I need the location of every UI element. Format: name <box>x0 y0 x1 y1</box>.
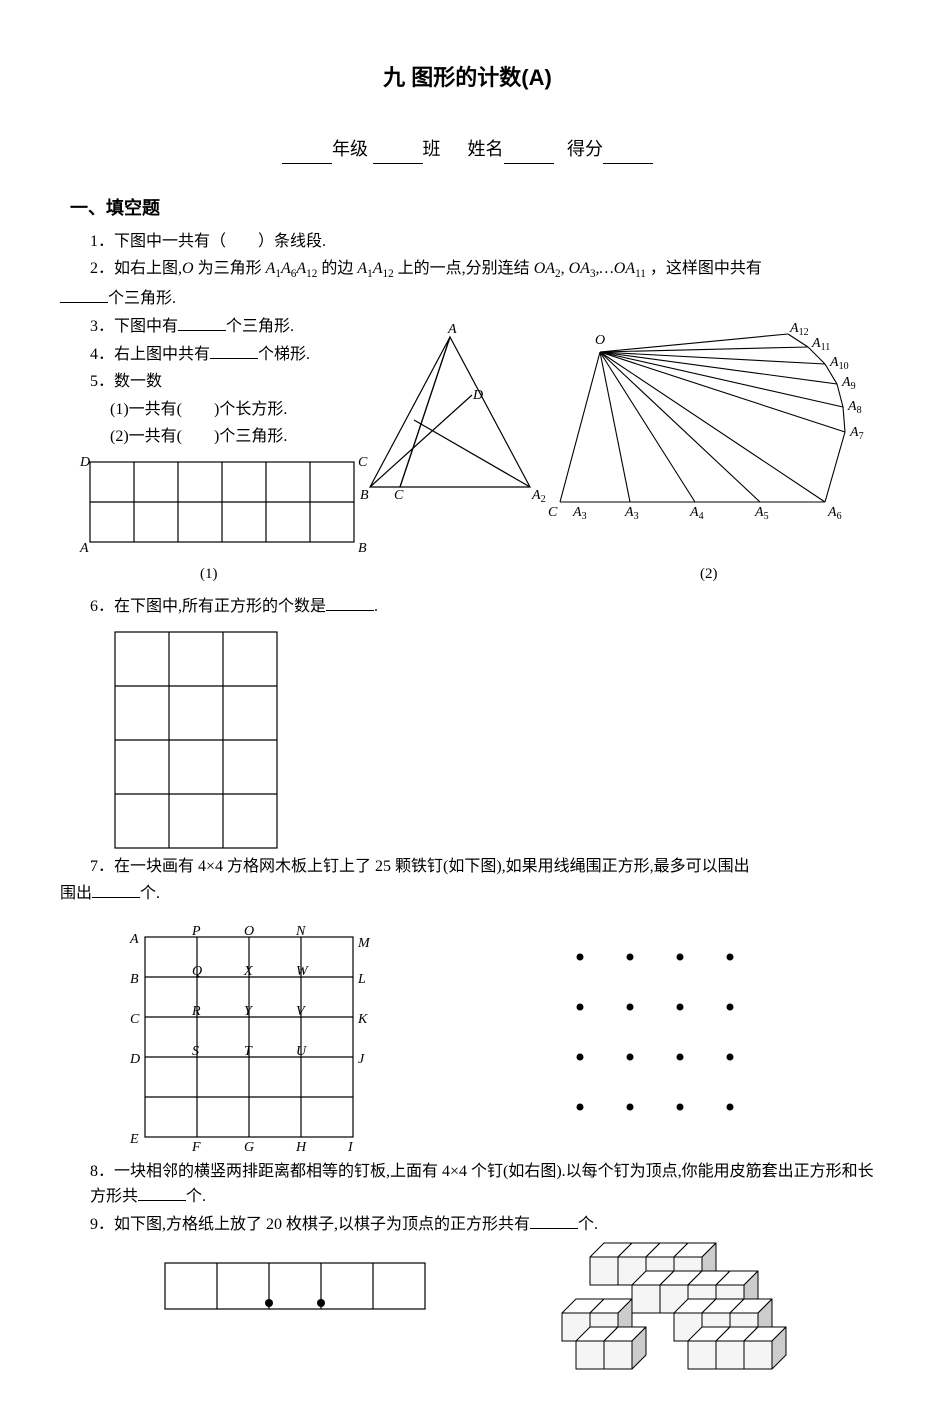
label-score: 得分 <box>567 139 603 159</box>
q6: 6．在下图中,所有正方形的个数是. <box>90 594 875 620</box>
svg-text:P: P <box>191 924 201 939</box>
q7-b: 个. <box>140 885 160 902</box>
fig-grid-3x4 <box>110 627 290 857</box>
q7: 7．在一块画有 4×4 方格网木板上钉上了 25 颗铁钉(如下图),如果用线绳围… <box>90 854 875 880</box>
svg-text:F: F <box>191 1140 201 1155</box>
svg-text:A4: A4 <box>689 505 704 522</box>
svg-text:B: B <box>358 541 367 556</box>
svg-text:A12: A12 <box>789 321 809 338</box>
q4-b: 个梯形. <box>258 346 310 363</box>
q2-c: 的边 <box>321 260 353 277</box>
q2-f: 个三角形. <box>108 290 176 307</box>
q3-blank[interactable] <box>178 315 226 331</box>
svg-text:D: D <box>79 455 90 470</box>
q2-b: 为三角形 <box>198 260 262 277</box>
q8-b: 个. <box>186 1188 206 1205</box>
svg-text:X: X <box>243 964 253 979</box>
svg-text:T: T <box>244 1044 253 1059</box>
q2-blank[interactable] <box>60 287 108 303</box>
svg-text:G: G <box>244 1140 254 1155</box>
q9-a: 9．如下图,方格纸上放了 20 枚棋子,以棋子为顶点的正方形共有 <box>90 1216 530 1233</box>
svg-text:A: A <box>79 541 89 556</box>
svg-text:A7: A7 <box>849 425 864 442</box>
svg-text:D: D <box>472 388 483 403</box>
q6-a: 6．在下图中,所有正方形的个数是 <box>90 598 326 615</box>
blank-class[interactable] <box>373 142 423 164</box>
blank-grade[interactable] <box>282 142 332 164</box>
svg-text:R: R <box>191 1004 201 1019</box>
svg-text:A3: A3 <box>624 505 639 522</box>
svg-text:A10: A10 <box>829 355 849 372</box>
q2: 2．如右上图,O 为三角形 A1A6A12 的边 A1A12 上的一点,分别连结… <box>90 256 875 284</box>
svg-text:A6: A6 <box>827 505 842 522</box>
q8-blank[interactable] <box>138 1185 186 1201</box>
label-class: 班 <box>423 139 441 159</box>
caption-2: (2) <box>700 562 718 586</box>
q2-e: ，这样图中共有 <box>650 260 762 277</box>
svg-text:Q: Q <box>192 964 202 979</box>
blank-score[interactable] <box>603 142 653 164</box>
section-1-head: 一、填空题 <box>70 194 875 223</box>
svg-text:H: H <box>295 1140 307 1155</box>
q6-blank[interactable] <box>326 595 374 611</box>
blank-name[interactable] <box>504 142 554 164</box>
header-line: 年级 班 姓名 得分 <box>60 135 875 164</box>
svg-text:K: K <box>357 1012 368 1027</box>
svg-text:A11: A11 <box>811 336 830 353</box>
svg-text:O: O <box>595 333 605 348</box>
q3-a: 3．下图中有 <box>90 318 178 335</box>
page-title: 九 图形的计数(A) <box>60 60 875 95</box>
svg-text:V: V <box>296 1004 306 1019</box>
fig-strip <box>160 1258 440 1328</box>
svg-text:I: I <box>347 1140 354 1155</box>
svg-text:J: J <box>358 1052 365 1067</box>
svg-text:C: C <box>130 1012 140 1027</box>
svg-text:A3: A3 <box>572 505 587 522</box>
q8-a: 8．一块相邻的横竖两排距离都相等的钉板,上面有 4×4 个钉(如右图).以每个钉… <box>90 1163 874 1206</box>
fig-fan: O C A3 A3 A4 A5 A6 A7 A8 A9 A10 A11 A12 <box>540 322 900 532</box>
q3-b: 个三角形. <box>226 318 294 335</box>
fig-cubes <box>530 1223 850 1403</box>
label-grade: 年级 <box>332 139 368 159</box>
q1: 1．下图中一共有（ ）条线段. <box>90 229 875 255</box>
q4-a: 4．右上图中共有 <box>90 346 210 363</box>
svg-text:U: U <box>296 1044 307 1059</box>
q7-a: 7．在一块画有 4×4 方格网木板上钉上了 25 颗铁钉(如下图),如果用线绳围… <box>90 858 750 875</box>
svg-text:A: A <box>447 322 457 337</box>
svg-text:N: N <box>295 924 306 939</box>
fig-rect-grid: D C A B <box>80 452 370 572</box>
svg-text:C: C <box>394 488 404 503</box>
svg-text:A: A <box>129 932 139 947</box>
svg-text:E: E <box>129 1132 139 1147</box>
fig-dots-4x4 <box>560 937 760 1137</box>
svg-text:A8: A8 <box>847 399 862 416</box>
svg-text:D: D <box>129 1052 140 1067</box>
svg-text:A5: A5 <box>754 505 769 522</box>
svg-text:L: L <box>357 972 366 987</box>
q8: 8．一块相邻的横竖两排距离都相等的钉板,上面有 4×4 个钉(如右图).以每个钉… <box>90 1159 875 1210</box>
svg-text:B: B <box>130 972 139 987</box>
svg-text:C: C <box>548 505 558 520</box>
svg-text:A9: A9 <box>841 375 856 392</box>
q7-blank[interactable] <box>92 882 140 898</box>
svg-text:O: O <box>244 924 254 939</box>
caption-1: (1) <box>200 562 218 586</box>
svg-text:W: W <box>296 964 309 979</box>
fig-grid-letters: A B C D E P O N M QXWL RYVK STUJ FGHI <box>120 927 380 1157</box>
q2-a: 2．如右上图, <box>90 260 182 277</box>
fig-triangle-small: A D B C A2 <box>360 327 560 527</box>
label-name: 姓名 <box>468 139 504 159</box>
svg-text:S: S <box>192 1044 199 1059</box>
svg-text:M: M <box>357 936 371 951</box>
q2-d: 上的一点,分别连结 <box>398 260 530 277</box>
q4-blank[interactable] <box>210 343 258 359</box>
svg-text:B: B <box>360 488 369 503</box>
